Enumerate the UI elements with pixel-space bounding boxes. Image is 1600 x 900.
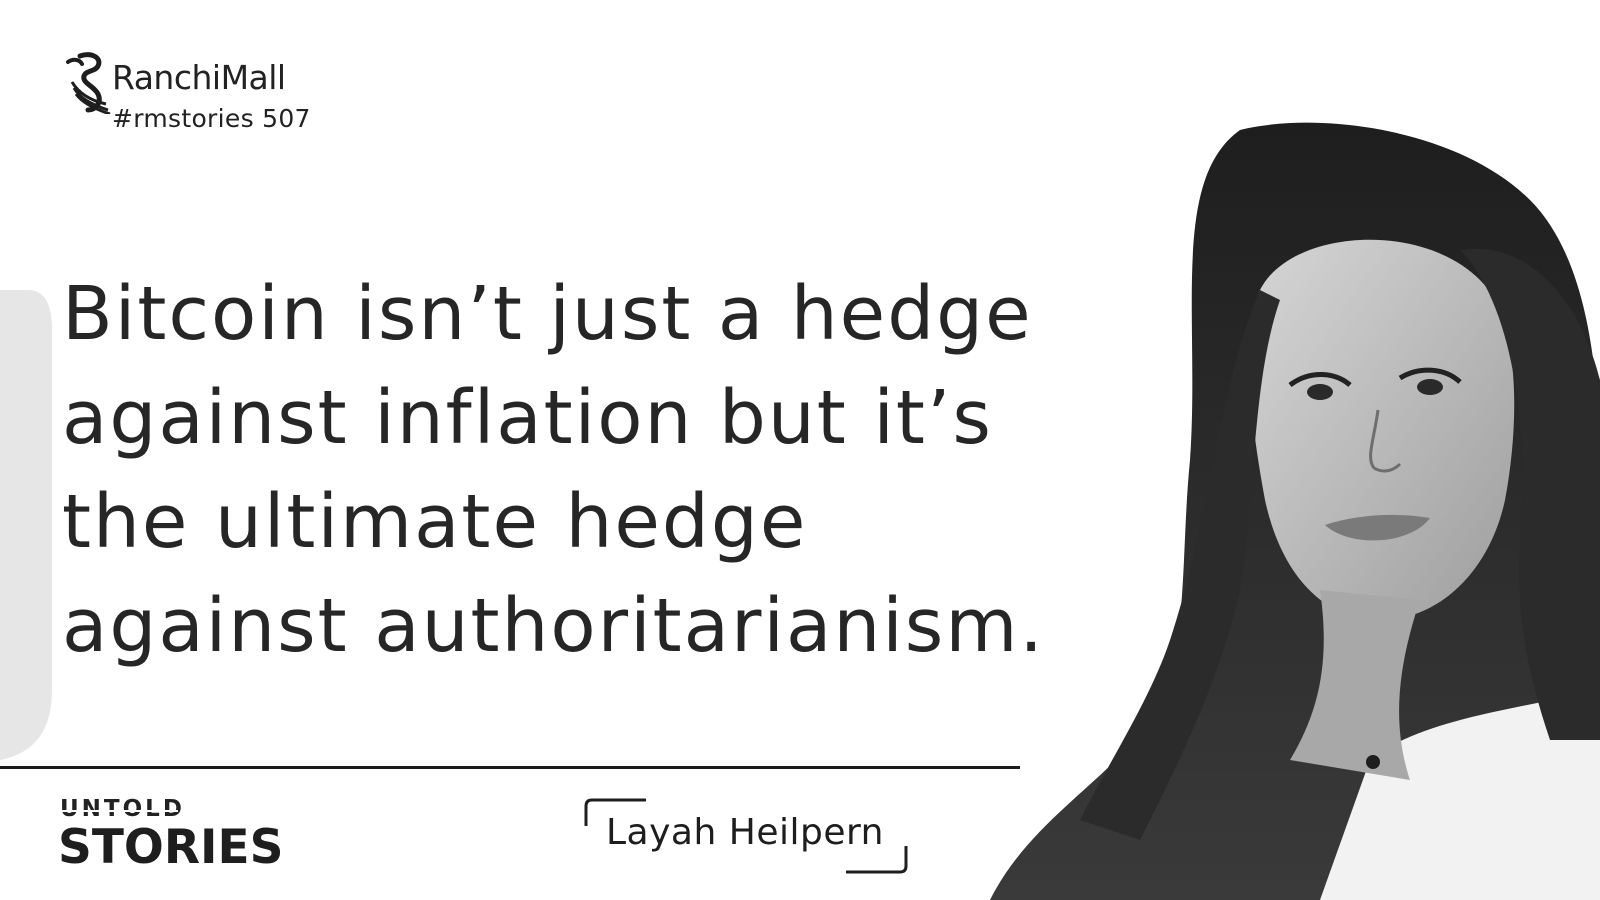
quote-line: Bitcoin isn’t just a hedge: [62, 271, 1033, 357]
quote-line: the ultimate hedge: [62, 479, 808, 565]
quote-text: Bitcoin isn’t just a hedge against infla…: [62, 262, 1192, 678]
brand-name: RanchiMall: [112, 58, 286, 97]
author-name-plate: Layah Heilpern: [584, 798, 908, 874]
seahorse-logo-icon: [66, 52, 111, 114]
author-name: Layah Heilpern: [606, 812, 884, 853]
story-hashtag: #rmstories 507: [112, 104, 311, 133]
quote-line: against authoritarianism.: [62, 583, 1045, 669]
bracket-frame: [584, 798, 908, 874]
lapel-mic-icon: [1366, 755, 1380, 769]
series-title-bottom: STORIES: [58, 820, 284, 875]
quote-line: against inflation but it’s: [62, 375, 993, 461]
left-accent-shape: [0, 290, 52, 760]
footer-divider: [0, 766, 1020, 769]
author-portrait: [990, 122, 1600, 900]
ranchimall-logo: RanchiMall #rmstories 507: [62, 48, 362, 143]
series-title-cut: [60, 810, 178, 812]
series-title-top: UNTOLD: [60, 796, 185, 822]
